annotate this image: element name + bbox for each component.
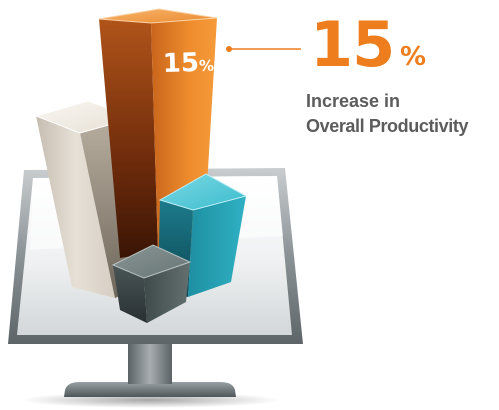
bar-orange-side: [99, 19, 158, 258]
bar-orange-top: [98, 8, 218, 24]
bar-cream-front: [36, 116, 115, 298]
callout-connector-icon: [226, 46, 301, 52]
stat-caption-line2: Overall Productivity: [306, 116, 469, 136]
bar-slate-side: [113, 265, 147, 323]
bar-slate-top: [111, 244, 192, 279]
monitor-neck: [128, 340, 172, 384]
bar-label-unit: %: [199, 57, 214, 75]
stat-value: 15: [310, 8, 395, 81]
monitor-base: [64, 382, 236, 397]
bar-label: 15%: [162, 48, 214, 79]
chart-bar-slate: [111, 244, 192, 323]
bar-teal-front: [188, 196, 246, 297]
bar-teal-top: [158, 173, 248, 211]
stat-unit: %: [400, 42, 427, 72]
bar-slate-front: [144, 262, 190, 323]
stat-caption-line1: Increase in: [306, 91, 401, 111]
chart-bar-teal: [158, 173, 248, 297]
callout-dot: [226, 46, 232, 52]
bar-label-number: 15: [162, 48, 199, 79]
